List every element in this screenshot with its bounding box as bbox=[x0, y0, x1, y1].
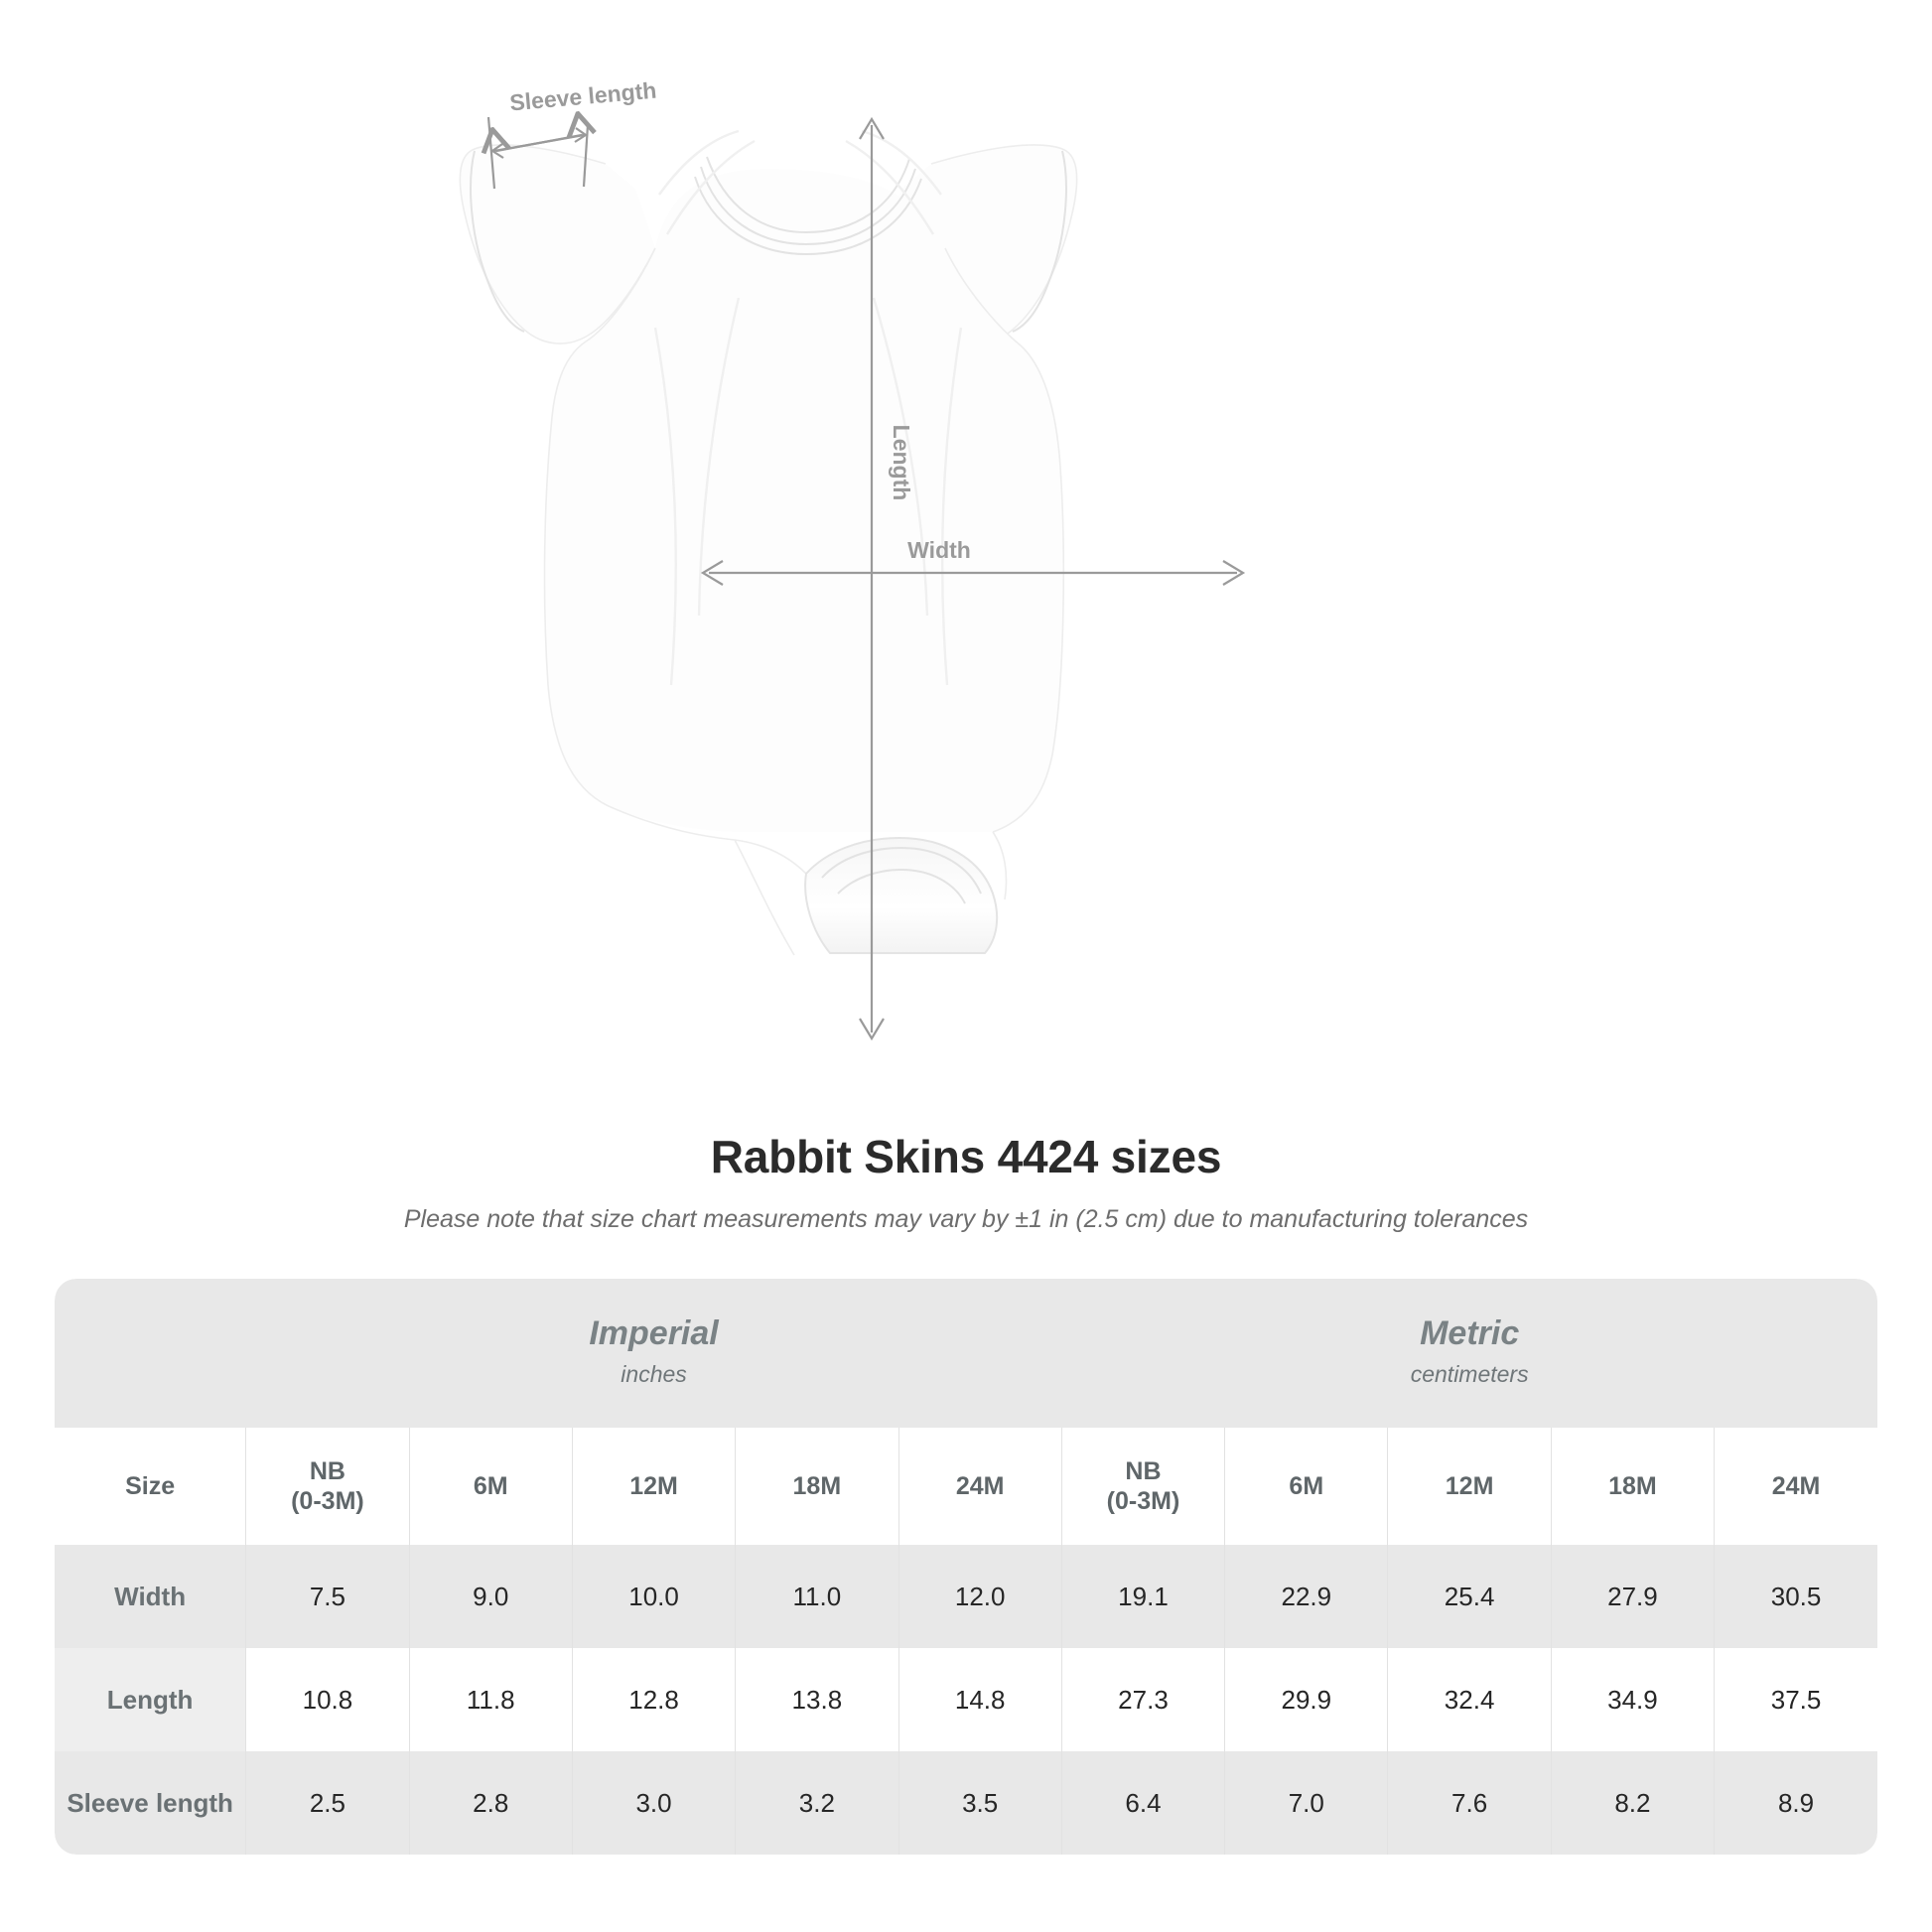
cell-length-6: 29.9 bbox=[1224, 1648, 1388, 1751]
width-measurement: Width bbox=[700, 537, 1246, 586]
left-sleeve bbox=[460, 144, 655, 345]
size-header-cell-6: 6M bbox=[1224, 1428, 1388, 1545]
cell-sleeve-9: 8.9 bbox=[1714, 1751, 1877, 1855]
size-header-cell-8: 18M bbox=[1550, 1428, 1715, 1545]
size-main-1: 6M bbox=[473, 1471, 508, 1500]
row-label-sleeve-length: Sleeve length bbox=[55, 1751, 246, 1855]
unit-sub-imperial: inches bbox=[621, 1361, 687, 1388]
row-label-length: Length bbox=[55, 1648, 246, 1751]
length-measurement: Length bbox=[859, 116, 914, 1041]
size-main-0: NB bbox=[309, 1456, 345, 1485]
left-leg-opening bbox=[615, 808, 807, 875]
cell-width-8: 27.9 bbox=[1550, 1545, 1715, 1648]
table-row: Sleeve length 2.5 2.8 3.0 3.2 3.5 6.4 7.… bbox=[55, 1751, 1877, 1855]
cell-sleeve-2: 3.0 bbox=[571, 1751, 736, 1855]
cell-sleeve-4: 3.5 bbox=[897, 1751, 1062, 1855]
unit-header-metric: Metric centimeters bbox=[1061, 1279, 1877, 1428]
title-block: Rabbit Skins 4424 sizes Please note that… bbox=[0, 1132, 1932, 1234]
garment-illustration: Sleeve length Length bbox=[459, 77, 1246, 1041]
cell-width-3: 11.0 bbox=[735, 1545, 899, 1648]
cell-width-5: 19.1 bbox=[1060, 1545, 1225, 1648]
size-header-cell-3: 18M bbox=[735, 1428, 899, 1545]
cell-sleeve-3: 3.2 bbox=[735, 1751, 899, 1855]
unit-sub-metric: centimeters bbox=[1410, 1361, 1529, 1388]
table-row: Length 10.8 11.8 12.8 13.8 14.8 27.3 29.… bbox=[55, 1648, 1877, 1751]
size-header-cell-5: NB (0-3M) bbox=[1060, 1428, 1225, 1545]
cell-length-1: 11.8 bbox=[408, 1648, 573, 1751]
size-main-2: 12M bbox=[629, 1471, 678, 1500]
size-header-row: Size NB (0-3M) 6M 12M 18M 24M bbox=[55, 1428, 1877, 1545]
cell-width-0: 7.5 bbox=[245, 1545, 410, 1648]
unit-header-imperial: Imperial inches bbox=[245, 1279, 1062, 1428]
cell-length-4: 14.8 bbox=[897, 1648, 1062, 1751]
size-header-cell-1: 6M bbox=[408, 1428, 573, 1545]
size-main-4: 24M bbox=[955, 1471, 1005, 1500]
cell-width-6: 22.9 bbox=[1224, 1545, 1388, 1648]
unit-name-metric: Metric bbox=[1420, 1314, 1520, 1353]
cell-length-0: 10.8 bbox=[245, 1648, 410, 1751]
cell-width-4: 12.0 bbox=[897, 1545, 1062, 1648]
cell-length-2: 12.8 bbox=[571, 1648, 736, 1751]
unit-header-row: Imperial inches Metric centimeters bbox=[55, 1279, 1877, 1428]
bodysuit-torso bbox=[544, 169, 1064, 832]
size-header-cell-9: 24M bbox=[1714, 1428, 1877, 1545]
cell-length-7: 32.4 bbox=[1387, 1648, 1552, 1751]
size-header-cell-4: 24M bbox=[897, 1428, 1062, 1545]
left-lap-shoulder bbox=[658, 129, 740, 196]
cell-length-8: 34.9 bbox=[1550, 1648, 1715, 1751]
cell-width-7: 25.4 bbox=[1387, 1545, 1552, 1648]
unit-name-imperial: Imperial bbox=[589, 1314, 719, 1353]
cell-sleeve-0: 2.5 bbox=[245, 1751, 410, 1855]
right-lap-shoulder bbox=[861, 129, 942, 196]
cell-width-9: 30.5 bbox=[1714, 1545, 1877, 1648]
crotch-panel bbox=[804, 836, 999, 954]
cell-length-9: 37.5 bbox=[1714, 1648, 1877, 1751]
neckline bbox=[694, 176, 922, 256]
cell-sleeve-5: 6.4 bbox=[1060, 1751, 1225, 1855]
unit-header-spacer bbox=[55, 1279, 246, 1428]
bodysuit-graphic bbox=[459, 129, 1078, 956]
sleeve-length-label: Sleeve length bbox=[508, 77, 657, 116]
table-row: Width 7.5 9.0 10.0 11.0 12.0 19.1 22.9 2… bbox=[55, 1545, 1877, 1648]
size-table-container: Imperial inches Metric centimeters Size … bbox=[55, 1279, 1877, 1855]
size-main-7: 12M bbox=[1445, 1471, 1494, 1500]
length-label: Length bbox=[889, 425, 914, 501]
tolerance-note: Please note that size chart measurements… bbox=[403, 1204, 1529, 1233]
cell-length-3: 13.8 bbox=[735, 1648, 899, 1751]
size-main-6: 6M bbox=[1289, 1471, 1324, 1500]
cell-width-2: 10.0 bbox=[571, 1545, 736, 1648]
size-main-5: NB bbox=[1125, 1456, 1162, 1485]
size-header-cell-7: 12M bbox=[1387, 1428, 1552, 1545]
size-header-cell-2: 12M bbox=[571, 1428, 736, 1545]
size-table: Imperial inches Metric centimeters Size … bbox=[55, 1279, 1877, 1855]
size-main-3: 18M bbox=[792, 1471, 842, 1500]
width-label: Width bbox=[907, 537, 971, 563]
page-title: Rabbit Skins 4424 sizes bbox=[710, 1131, 1222, 1182]
size-sub-5: (0-3M) bbox=[1106, 1487, 1180, 1515]
cell-sleeve-6: 7.0 bbox=[1224, 1751, 1388, 1855]
row-label-width: Width bbox=[55, 1545, 246, 1648]
size-header-cell-0: NB (0-3M) bbox=[245, 1428, 410, 1545]
cell-sleeve-1: 2.8 bbox=[408, 1751, 573, 1855]
size-main-9: 24M bbox=[1771, 1471, 1821, 1500]
cell-width-1: 9.0 bbox=[408, 1545, 573, 1648]
size-main-8: 18M bbox=[1608, 1471, 1657, 1500]
cell-sleeve-8: 8.2 bbox=[1550, 1751, 1715, 1855]
cell-length-5: 27.3 bbox=[1060, 1648, 1225, 1751]
cell-sleeve-7: 7.6 bbox=[1387, 1751, 1552, 1855]
size-header-label: Size bbox=[55, 1428, 246, 1545]
size-sub-0: (0-3M) bbox=[291, 1487, 364, 1515]
